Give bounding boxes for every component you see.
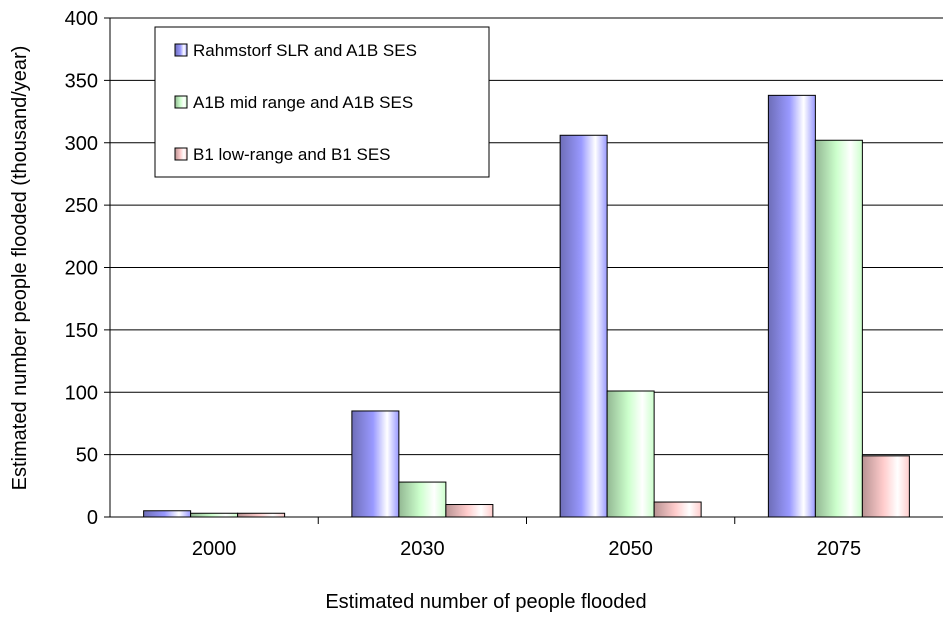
legend-label: A1B mid range and A1B SES <box>193 93 413 112</box>
bar-rahmstorf-slr-and-a1b-ses-2000 <box>143 510 192 518</box>
bar-a1b-mid-range-and-a1b-ses-2075 <box>814 139 863 518</box>
x-tick-label: 2000 <box>192 538 237 560</box>
legend-box <box>154 26 490 178</box>
x-axis-ticks: 2000 2030 2050 2075 <box>192 517 861 560</box>
y-tick-label: 200 <box>65 258 98 280</box>
y-tick-label: 250 <box>65 195 98 217</box>
x-axis-title: Estimated number of people flooded <box>325 591 646 613</box>
y-axis-ticks: 0 50 100 150 200 250 300 350 400 <box>65 8 110 529</box>
bar-b1-low-range-and-b1-ses-2075 <box>861 455 910 518</box>
y-tick-label: 50 <box>76 445 98 467</box>
y-tick-label: 0 <box>87 507 98 529</box>
y-axis-title: Estimated number people flooded (thousan… <box>9 46 31 491</box>
legend-swatch <box>174 95 188 109</box>
bar-b1-low-range-and-b1-ses-2000 <box>237 512 286 518</box>
x-tick-label: 2075 <box>817 538 862 560</box>
bar-rahmstorf-slr-and-a1b-ses-2050 <box>559 134 608 518</box>
y-tick-label: 350 <box>65 70 98 92</box>
legend-label: Rahmstorf SLR and A1B SES <box>193 41 417 60</box>
legend-swatch <box>174 43 188 57</box>
bar-a1b-mid-range-and-a1b-ses-2000 <box>190 512 239 518</box>
bar-b1-low-range-and-b1-ses-2030 <box>445 504 494 518</box>
bar-a1b-mid-range-and-a1b-ses-2050 <box>606 390 655 518</box>
bar-rahmstorf-slr-and-a1b-ses-2075 <box>767 94 816 518</box>
y-tick-label: 100 <box>65 382 98 404</box>
bar-a1b-mid-range-and-a1b-ses-2030 <box>398 481 447 518</box>
legend-swatch <box>174 147 188 161</box>
bar-b1-low-range-and-b1-ses-2050 <box>653 501 702 518</box>
bar-rahmstorf-slr-and-a1b-ses-2030 <box>351 410 400 518</box>
x-tick-label: 2030 <box>400 538 445 560</box>
legend-label: B1 low-range and B1 SES <box>193 145 391 164</box>
legend: Rahmstorf SLR and A1B SES A1B mid range a… <box>154 26 490 178</box>
x-tick-label: 2050 <box>608 538 653 560</box>
bar-series <box>143 94 910 518</box>
y-tick-label: 150 <box>65 320 98 342</box>
y-tick-label: 400 <box>65 8 98 30</box>
y-tick-label: 300 <box>65 133 98 155</box>
